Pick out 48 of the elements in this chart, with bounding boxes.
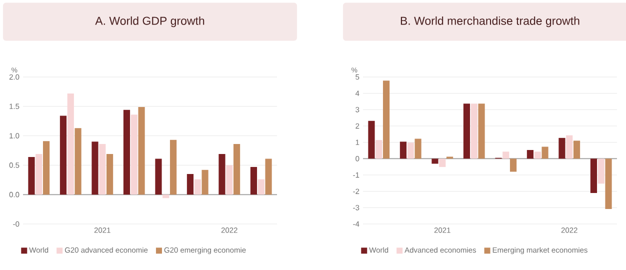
bar	[265, 158, 272, 195]
bar	[155, 158, 162, 195]
bar	[478, 104, 485, 159]
bar	[60, 116, 67, 195]
bar	[258, 179, 264, 195]
bar	[414, 138, 422, 159]
bar	[233, 144, 240, 195]
bar	[368, 120, 375, 159]
bar	[218, 154, 226, 195]
bar	[74, 128, 82, 195]
chart-title: A. World GDP growth	[95, 16, 204, 28]
chart-title: B. World merchandise trade growth	[400, 16, 580, 28]
bar	[439, 158, 446, 167]
bar	[502, 152, 510, 159]
bar	[542, 146, 548, 159]
bar	[202, 170, 208, 195]
bar	[92, 142, 98, 195]
bar	[28, 156, 35, 195]
bar	[573, 140, 580, 159]
bar	[605, 158, 612, 209]
bar	[432, 158, 438, 164]
bar	[170, 140, 177, 195]
bar	[566, 135, 573, 159]
bar	[42, 141, 50, 195]
bar	[67, 93, 74, 195]
bar	[226, 165, 233, 195]
bar	[590, 158, 598, 193]
bar	[376, 140, 382, 159]
bar	[36, 154, 42, 195]
bar	[123, 110, 130, 195]
bar	[130, 114, 138, 195]
bar	[106, 154, 114, 195]
bar	[463, 104, 470, 159]
bar	[407, 142, 414, 159]
bar	[250, 166, 258, 195]
bar	[400, 142, 407, 159]
bar	[382, 80, 390, 159]
bar	[558, 138, 566, 159]
bar	[470, 104, 478, 159]
bar	[526, 150, 534, 159]
bar	[534, 152, 541, 159]
bar	[194, 179, 201, 195]
bar	[99, 144, 106, 195]
bar	[162, 194, 170, 198]
bar	[138, 106, 145, 195]
bar	[186, 174, 194, 195]
bar	[598, 158, 604, 184]
bar	[510, 158, 517, 172]
